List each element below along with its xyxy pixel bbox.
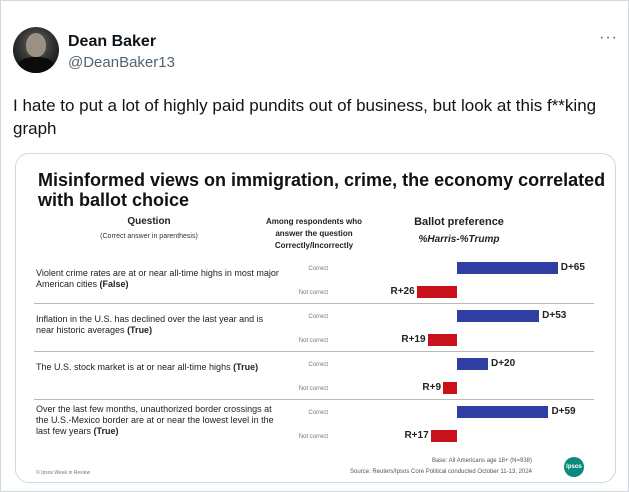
not-correct-label: Not correct	[298, 290, 328, 296]
row-divider	[34, 399, 594, 400]
question-answer: (True)	[93, 426, 119, 436]
question-column-header: Question	[127, 216, 171, 227]
correct-label: Correct	[308, 362, 328, 368]
bar-value-label: R+9	[422, 382, 442, 393]
respondents-column-header: Among respondents who answer the questio…	[266, 217, 362, 250]
ipsos-logo: Ipsos	[564, 457, 584, 477]
question-text: Inflation in the U.S. has declined over …	[36, 314, 264, 335]
bar-rep	[416, 286, 457, 298]
question-answer: (True)	[127, 325, 153, 335]
row-divider	[34, 351, 594, 352]
bar-dem	[457, 406, 549, 418]
question-text: Over the last few months, unauthorized b…	[36, 404, 274, 436]
bar-value-label: R+26	[390, 286, 415, 297]
bar-rep	[430, 430, 457, 442]
chart-title: Misinformed views on immigration, crime,…	[38, 170, 606, 210]
not-correct-label: Not correct	[298, 386, 328, 392]
question-answer: (True)	[233, 362, 259, 372]
bar-value-label: D+65	[560, 262, 585, 273]
bar-value-label: D+53	[542, 310, 567, 321]
footer-credit: © Ipsos Week in Review	[36, 470, 91, 476]
question-column-subheader: (Correct answer in parenthesis)	[100, 233, 198, 240]
bar-value-label: D+59	[551, 406, 576, 417]
chart-image-card[interactable]: Misinformed views on immigration, crime,…	[15, 153, 616, 483]
bar-value-label: R+17	[404, 430, 429, 441]
ballot-column-subheader: %Harris-%Trump	[418, 234, 500, 245]
footer-base: Base: All Americans age 18+ (N=938)	[431, 458, 532, 464]
tweet-text: I hate to put a lot of highly paid pundi…	[13, 96, 597, 138]
question-text: The U.S. stock market is at or near all-…	[36, 362, 259, 372]
bar-value-label: D+20	[491, 358, 516, 369]
more-options-icon[interactable]: ···	[599, 29, 618, 46]
correct-label: Correct	[308, 266, 328, 272]
avatar[interactable]	[13, 27, 59, 73]
not-correct-label: Not correct	[298, 338, 328, 344]
row-divider	[34, 303, 594, 304]
bar-value-label: R+19	[401, 334, 426, 345]
bar-dem	[457, 262, 558, 274]
footer-source: Source: Reuters/Ipsos Core Political con…	[350, 469, 532, 475]
author-handle[interactable]: @DeanBaker13	[68, 54, 175, 71]
bar-rep	[443, 382, 457, 394]
question-text: Violent crime rates are at or near all-t…	[36, 268, 279, 289]
question-answer: (False)	[99, 279, 129, 289]
bar-rep	[427, 334, 457, 346]
correct-label: Correct	[308, 314, 328, 320]
avatar-shirt	[17, 57, 55, 73]
correct-label: Correct	[308, 410, 328, 416]
avatar-face	[26, 33, 46, 57]
bar-dem	[457, 310, 540, 322]
author-name[interactable]: Dean Baker	[68, 33, 157, 50]
not-correct-label: Not correct	[298, 434, 328, 440]
ballot-column-header: Ballot preference	[414, 216, 504, 228]
bar-dem	[457, 358, 488, 370]
